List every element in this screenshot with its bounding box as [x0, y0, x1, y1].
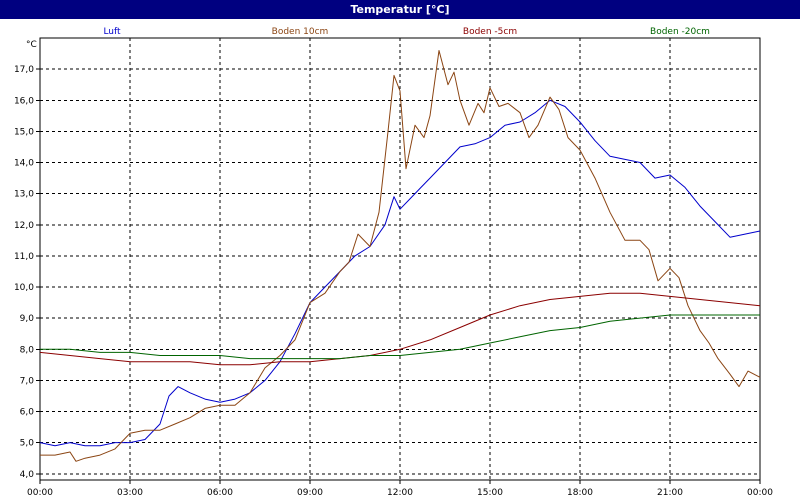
y-axis-unit: °C [26, 40, 37, 50]
legend-entry: Boden 10cm [272, 27, 329, 37]
series-line-boden-10cm [40, 50, 761, 462]
x-tick-time-label: 21:00 [657, 488, 683, 498]
x-tick-time-label: 12:00 [387, 488, 413, 498]
series-line-boden-5cm [39, 292, 761, 366]
y-tick-label: 13,0 [14, 190, 34, 200]
x-tick-time-label: 00:00 [747, 488, 773, 498]
legend-entry: Boden -20cm [650, 27, 710, 37]
temperature-chart: 4,0 5,0 6,0 7,0 8,0 9,0 10,0 11,0 12,0 13,0 14,0 15… [0, 19, 800, 500]
series-line-luft [39, 99, 761, 447]
x-tick-time-label: 09:00 [297, 488, 323, 498]
y-tick-label: 15,0 [14, 127, 34, 137]
legend-entry: Luft [103, 27, 121, 37]
x-tick-time-label: 18:00 [567, 488, 593, 498]
series-line-boden-20cm [40, 314, 760, 360]
y-tick-label: 7,0 [20, 376, 35, 386]
x-tick-time-label: 00:00 [27, 488, 53, 498]
chart-title: Temperatur [°C] [0, 0, 800, 19]
y-tick-label: 14,0 [14, 159, 34, 169]
x-tick-time-label: 06:00 [207, 488, 233, 498]
legend-entry: Boden -5cm [463, 27, 517, 37]
y-tick-label: 5,0 [20, 439, 35, 449]
y-tick-label: 10,0 [14, 283, 34, 293]
y-tick-label: 17,0 [14, 65, 34, 75]
y-tick-label: 4,0 [20, 470, 35, 480]
y-tick-label: 12,0 [14, 221, 34, 231]
y-tick-label: 6,0 [20, 408, 35, 418]
y-tick-label: 11,0 [14, 252, 34, 262]
y-tick-label: 8,0 [20, 345, 35, 355]
x-tick-time-label: 15:00 [477, 488, 503, 498]
y-tick-label: 16,0 [14, 96, 34, 106]
y-tick-label: 9,0 [20, 314, 35, 324]
x-tick-time-label: 03:00 [117, 488, 143, 498]
